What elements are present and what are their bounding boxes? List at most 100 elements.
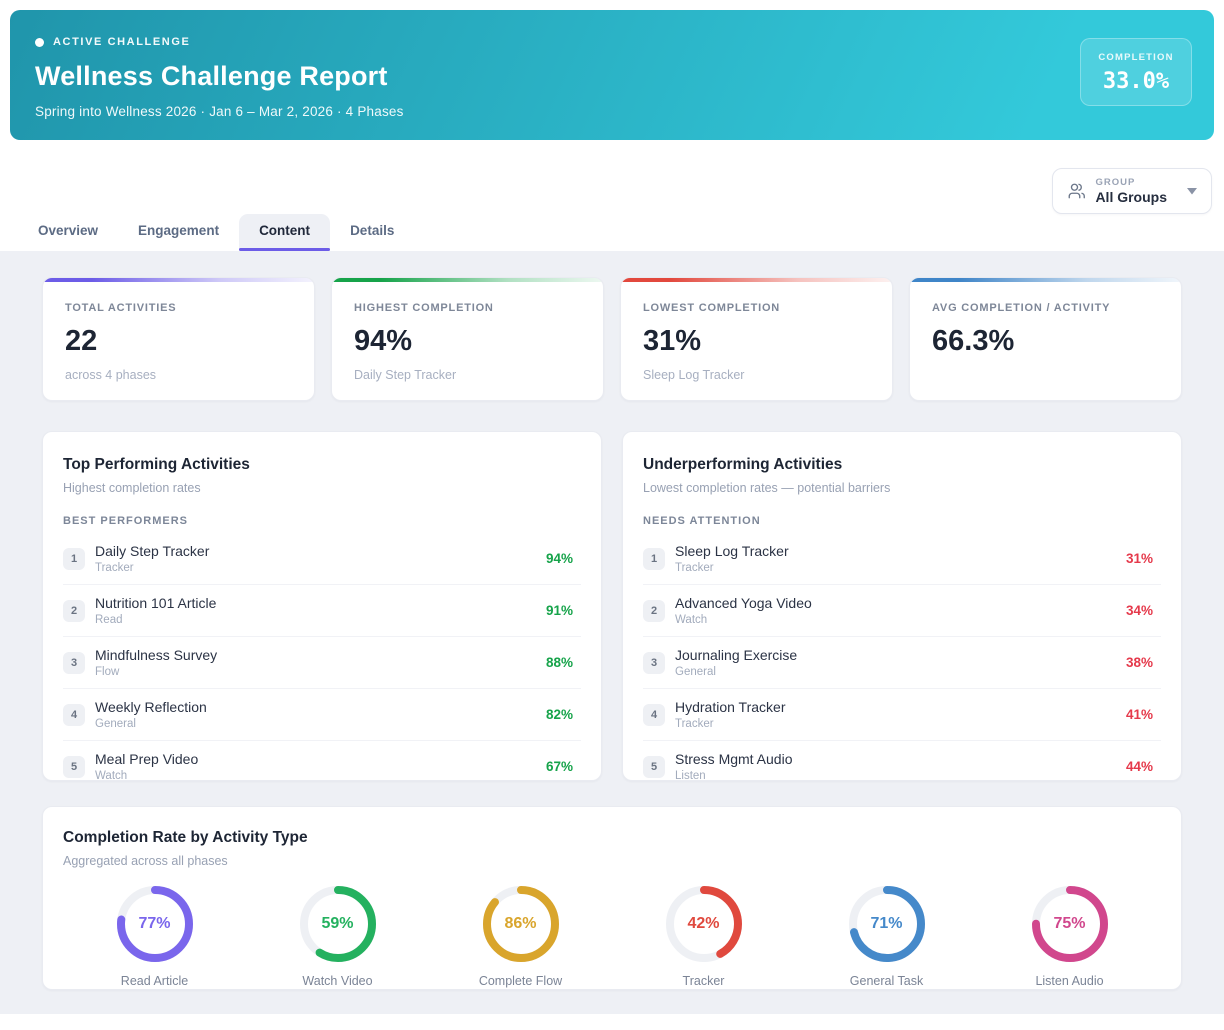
stat-subtext: across 4 phases (65, 368, 157, 382)
donut-label: Tracker (682, 974, 725, 988)
list-item: 3 Mindfulness Survey Flow 88% (63, 637, 581, 689)
stat-label: TOTAL ACTIVITIES (65, 302, 177, 314)
section-label: BEST PERFORMERS (63, 515, 189, 527)
tab-overview[interactable]: Overview (38, 223, 99, 238)
stat-card-total-activities: TOTAL ACTIVITIES 22 across 4 phases (42, 277, 315, 401)
activity-percentage: 38% (1125, 655, 1153, 670)
group-selector[interactable]: GROUP All Groups (1052, 168, 1212, 214)
stat-card-highest-completion: HIGHEST COMPLETION 94% Daily Step Tracke… (331, 277, 604, 401)
donut-ring-icon (665, 886, 742, 962)
activity-name: Weekly Reflection (95, 699, 207, 715)
list-item: 5 Stress Mgmt Audio Listen 44% (643, 741, 1161, 792)
tab-content[interactable]: Content (239, 214, 331, 251)
donut-ring-icon (299, 886, 376, 962)
donut-read-article: 77% Read Article (63, 884, 246, 988)
activity-name: Journaling Exercise (675, 647, 798, 663)
rank-badge: 4 (63, 703, 85, 726)
chevron-down-icon (1187, 187, 1197, 195)
activity-panels-row: Top Performing Activities Highest comple… (42, 431, 1182, 782)
stat-label: AVG COMPLETION / ACTIVITY (932, 302, 1111, 314)
activity-percentage: 44% (1125, 759, 1153, 774)
activity-name: Stress Mgmt Audio (675, 751, 793, 767)
list-item: 4 Weekly Reflection General 82% (63, 689, 581, 741)
page-title: Wellness Challenge Report (35, 61, 388, 91)
activity-name: Meal Prep Video (95, 751, 199, 767)
users-icon (1067, 182, 1086, 200)
activity-percentage: 41% (1125, 707, 1153, 722)
stat-card-avg-completion: AVG COMPLETION / ACTIVITY 66.3% (909, 277, 1182, 401)
activity-percentage: 67% (545, 759, 573, 774)
activity-name: Sleep Log Tracker (675, 543, 789, 559)
activity-type: Flow (95, 666, 120, 678)
toolbar: GROUP All Groups (0, 150, 1224, 214)
donut-label: Complete Flow (478, 974, 563, 988)
activity-type: General (675, 666, 716, 678)
top-performing-panel: Top Performing Activities Highest comple… (42, 431, 602, 782)
completion-badge: COMPLETION 33.0% (1080, 38, 1192, 106)
list-item: 2 Nutrition 101 Article Read 91% (63, 585, 581, 637)
donut-percentage: 71% (870, 915, 903, 932)
donut-percentage: 77% (138, 915, 171, 932)
tab-details[interactable]: Details (350, 223, 395, 238)
activity-percentage: 91% (545, 603, 573, 618)
stat-value: 22 (65, 325, 98, 357)
underperforming-panel: Underperforming Activities Lowest comple… (622, 431, 1182, 782)
panel-subtitle: Highest completion rates (63, 481, 201, 495)
activity-type: Tracker (675, 562, 714, 574)
stat-value: 31% (643, 325, 702, 357)
activity-type: Read (95, 614, 123, 626)
rank-badge: 2 (63, 599, 85, 622)
accent-bar (43, 278, 314, 282)
activity-name: Hydration Tracker (675, 699, 786, 715)
chart-title: Completion Rate by Activity Type (63, 829, 308, 846)
donut-label: Read Article (120, 974, 189, 988)
donut-chart-row: 77% Read Article 59% Watch Video (63, 884, 1161, 988)
donut-watch-video: 59% Watch Video (246, 884, 429, 988)
donut-tracker: 42% Tracker (612, 884, 795, 988)
tab-engagement[interactable]: Engagement (138, 223, 220, 238)
stat-subtext: Sleep Log Tracker (643, 368, 745, 382)
donut-ring-icon (482, 886, 559, 962)
donut-percentage: 59% (321, 915, 354, 932)
rank-badge: 1 (63, 547, 85, 570)
challenge-subtitle: Spring into Wellness 2026 · Jan 6 – Mar … (35, 104, 404, 119)
activity-percentage: 82% (545, 707, 573, 722)
group-label: GROUP (1095, 177, 1136, 188)
rank-badge: 4 (643, 703, 665, 726)
chart-subtitle: Aggregated across all phases (63, 854, 228, 868)
activity-type: Tracker (95, 562, 134, 574)
donut-label: Watch Video (302, 974, 373, 988)
accent-bar (621, 278, 892, 282)
list-item: 4 Hydration Tracker Tracker 41% (643, 689, 1161, 741)
donut-percentage: 42% (687, 915, 720, 932)
section-label: NEEDS ATTENTION (643, 515, 761, 527)
donut-percentage: 75% (1053, 915, 1086, 932)
stat-card-row: TOTAL ACTIVITIES 22 across 4 phases HIGH… (42, 277, 1182, 401)
rank-badge: 5 (63, 755, 85, 778)
activity-percentage: 88% (545, 655, 573, 670)
activity-type: Listen (675, 770, 706, 782)
list-item: 1 Sleep Log Tracker Tracker 31% (643, 533, 1161, 585)
donut-ring-icon (116, 886, 193, 962)
completion-label: COMPLETION (1098, 52, 1174, 63)
content-area: TOTAL ACTIVITIES 22 across 4 phases HIGH… (0, 251, 1224, 1014)
activity-name: Daily Step Tracker (95, 543, 210, 559)
activity-type: Tracker (675, 718, 714, 730)
completion-value: 33.0% (1102, 69, 1170, 94)
report-tabs: Overview Engagement Content Details (0, 214, 1224, 251)
rank-badge: 5 (643, 755, 665, 778)
stat-value: 94% (354, 325, 413, 357)
donut-listen-audio: 75% Listen Audio (978, 884, 1161, 988)
list-item: 1 Daily Step Tracker Tracker 94% (63, 533, 581, 585)
donut-complete-flow: 86% Complete Flow (429, 884, 612, 988)
top-performers-list: 1 Daily Step Tracker Tracker 94% 2 Nutri… (63, 533, 581, 792)
donut-label: Listen Audio (1035, 974, 1104, 988)
activity-name: Advanced Yoga Video (675, 595, 812, 611)
rank-badge: 2 (643, 599, 665, 622)
rank-badge: 3 (63, 651, 85, 674)
group-value: All Groups (1095, 189, 1167, 205)
activity-percentage: 34% (1125, 603, 1153, 618)
accent-bar (910, 278, 1181, 282)
donut-ring-icon (848, 886, 925, 962)
activity-name: Mindfulness Survey (95, 647, 218, 663)
